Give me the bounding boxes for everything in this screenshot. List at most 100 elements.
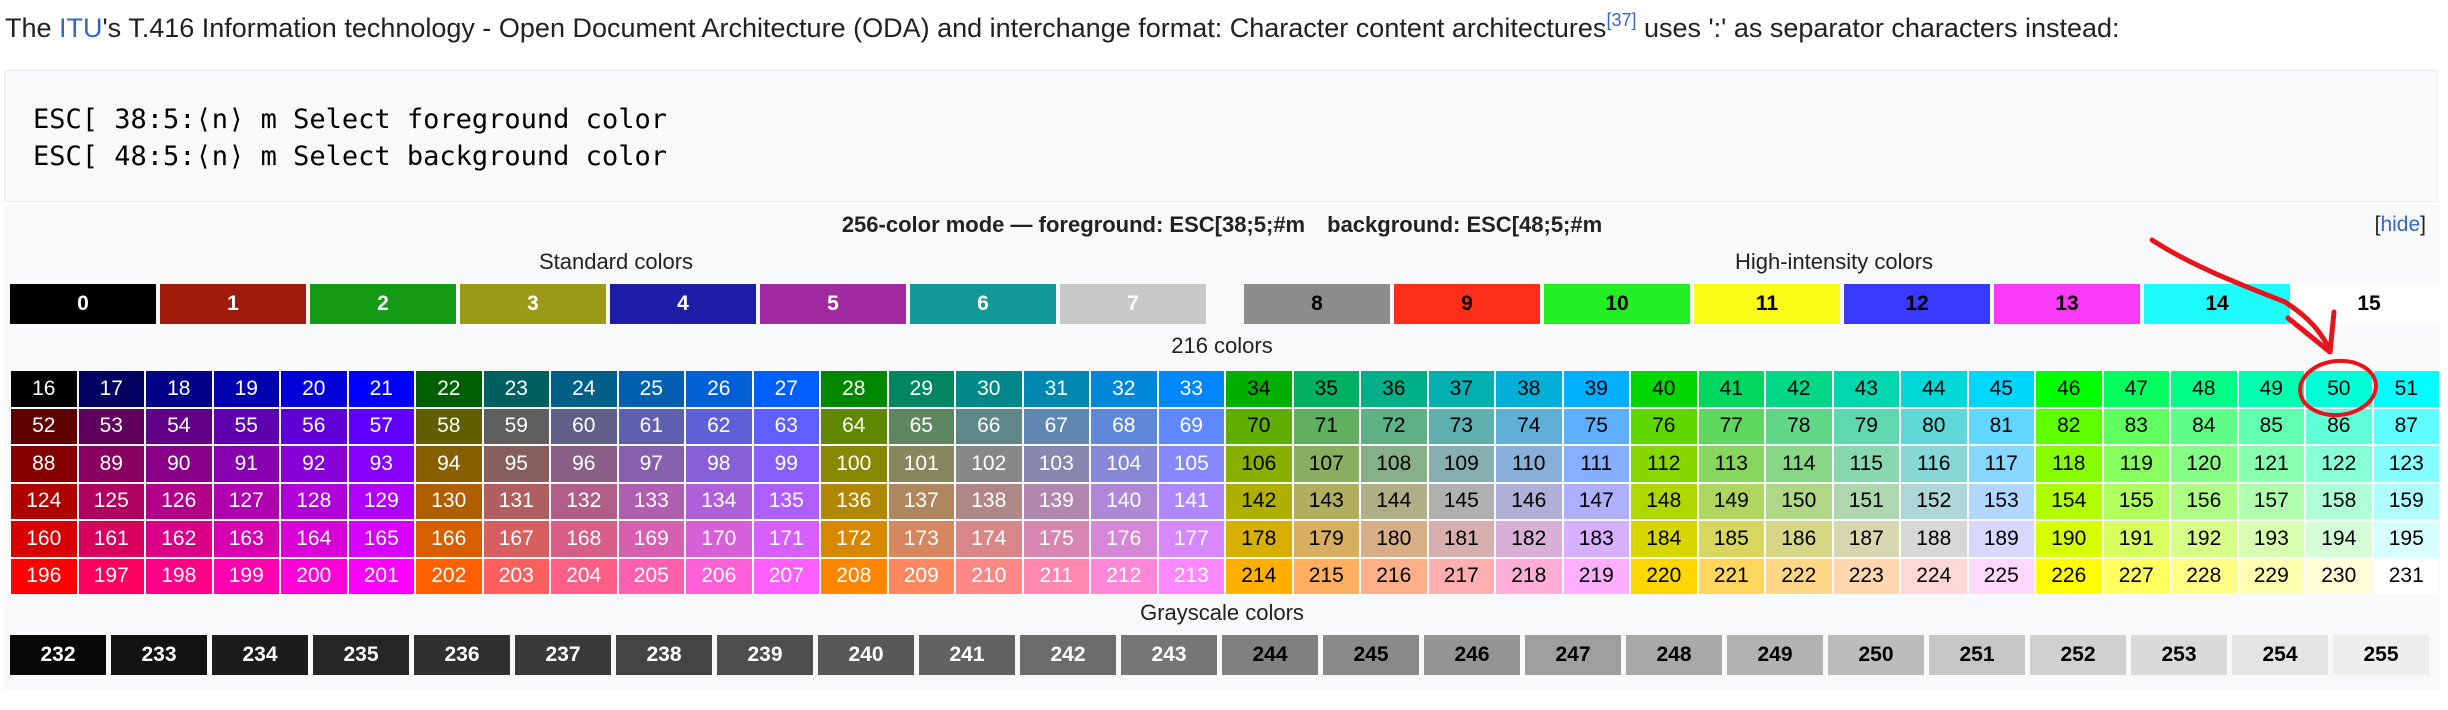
cube-color-131: 131 xyxy=(482,482,550,520)
cube-color-175: 175 xyxy=(1022,520,1090,558)
cube-color-200: 200 xyxy=(280,557,348,595)
cube-color-168: 168 xyxy=(550,520,618,558)
cube-color-48: 48 xyxy=(2170,370,2238,408)
cube-color-145: 145 xyxy=(1427,482,1495,520)
cube-color-226: 226 xyxy=(2035,557,2103,595)
standard-color-5: 5 xyxy=(760,284,906,324)
cube-color-197: 197 xyxy=(77,557,145,595)
itu-link[interactable]: ITU xyxy=(59,13,103,43)
cube-color-124: 124 xyxy=(10,482,78,520)
cube-color-64: 64 xyxy=(820,407,888,445)
cube-color-179: 179 xyxy=(1292,520,1360,558)
cube-color-51: 51 xyxy=(2372,370,2440,408)
cube-color-157: 157 xyxy=(2237,482,2305,520)
cube-color-166: 166 xyxy=(415,520,483,558)
cube-color-107: 107 xyxy=(1292,445,1360,483)
cube-color-215: 215 xyxy=(1292,557,1360,595)
cube-color-106: 106 xyxy=(1225,445,1293,483)
cube-color-26: 26 xyxy=(685,370,753,408)
cube-color-214: 214 xyxy=(1225,557,1293,595)
cube-color-16: 16 xyxy=(10,370,78,408)
cube-color-184: 184 xyxy=(1630,520,1698,558)
cube-color-155: 155 xyxy=(2102,482,2170,520)
cube-color-93: 93 xyxy=(347,445,415,483)
cube-color-213: 213 xyxy=(1157,557,1225,595)
cube-color-111: 111 xyxy=(1562,445,1630,483)
standard-color-7: 7 xyxy=(1060,284,1206,324)
cube-color-211: 211 xyxy=(1022,557,1090,595)
cube-color-152: 152 xyxy=(1900,482,1968,520)
high-intensity-colors-label: High-intensity colors xyxy=(1734,249,1934,274)
cube-color-158: 158 xyxy=(2305,482,2373,520)
cube-color-56: 56 xyxy=(280,407,348,445)
standard-color-3: 3 xyxy=(460,284,606,324)
cube-color-36: 36 xyxy=(1360,370,1428,408)
cube-color-189: 189 xyxy=(1967,520,2035,558)
cube-color-86: 86 xyxy=(2305,407,2373,445)
cube-color-103: 103 xyxy=(1022,445,1090,483)
cube-color-169: 169 xyxy=(617,520,685,558)
cube-color-194: 194 xyxy=(2305,520,2373,558)
cube-color-98: 98 xyxy=(685,445,753,483)
cube-color-32: 32 xyxy=(1090,370,1158,408)
cube-color-185: 185 xyxy=(1697,520,1765,558)
cube-color-134: 134 xyxy=(685,482,753,520)
cube-color-231: 231 xyxy=(2372,557,2440,595)
cube-color-205: 205 xyxy=(617,557,685,595)
cube-color-222: 222 xyxy=(1765,557,1833,595)
high-color-8: 8 xyxy=(1244,284,1390,324)
cube-color-224: 224 xyxy=(1900,557,1968,595)
cube-color-66: 66 xyxy=(955,407,1023,445)
cube-color-190: 190 xyxy=(2035,520,2103,558)
cube-color-164: 164 xyxy=(280,520,348,558)
cube-color-42: 42 xyxy=(1765,370,1833,408)
cube-color-198: 198 xyxy=(145,557,213,595)
cube-color-193: 193 xyxy=(2237,520,2305,558)
cube-color-186: 186 xyxy=(1765,520,1833,558)
grayscale-row: 232 233 234 235 236 237 238 239 240 241 242 243 244 2… xyxy=(10,635,2429,675)
grayscale-color-250: 250 xyxy=(1828,635,1924,675)
cube-color-97: 97 xyxy=(617,445,685,483)
cube-color-188: 188 xyxy=(1900,520,1968,558)
grayscale-color-241: 241 xyxy=(919,635,1015,675)
cube-color-24: 24 xyxy=(550,370,618,408)
high-color-11: 11 xyxy=(1694,284,1840,324)
cube-color-67: 67 xyxy=(1022,407,1090,445)
cube-color-60: 60 xyxy=(550,407,618,445)
intro-paragraph: The ITU's T.416 Information technology -… xyxy=(5,10,2120,46)
grayscale-color-239: 239 xyxy=(717,635,813,675)
cube-color-23: 23 xyxy=(482,370,550,408)
cube-color-34: 34 xyxy=(1225,370,1293,408)
cube-color-88: 88 xyxy=(10,445,78,483)
cube-color-170: 170 xyxy=(685,520,753,558)
grayscale-color-234: 234 xyxy=(212,635,308,675)
grayscale-color-248: 248 xyxy=(1626,635,1722,675)
cube-color-127: 127 xyxy=(212,482,280,520)
cube-color-61: 61 xyxy=(617,407,685,445)
cube-color-99: 99 xyxy=(752,445,820,483)
cube-color-162: 162 xyxy=(145,520,213,558)
cube-color-144: 144 xyxy=(1360,482,1428,520)
grayscale-color-252: 252 xyxy=(2030,635,2126,675)
reference-37-link[interactable]: [37] xyxy=(1606,10,1637,30)
cube-color-69: 69 xyxy=(1157,407,1225,445)
cube-color-52: 52 xyxy=(10,407,78,445)
standard-color-2: 2 xyxy=(310,284,456,324)
intro-middle: 's T.416 Information technology - Open D… xyxy=(102,13,1607,43)
standard-color-4: 4 xyxy=(610,284,756,324)
hide-link[interactable]: hide xyxy=(2380,213,2421,236)
cube-color-199: 199 xyxy=(212,557,280,595)
color-table: 256-color mode — foreground: ESC[38;5;#m… xyxy=(4,205,2444,690)
grayscale-color-236: 236 xyxy=(414,635,510,675)
cube-color-87: 87 xyxy=(2372,407,2440,445)
grayscale-color-243: 243 xyxy=(1121,635,1217,675)
cube-color-35: 35 xyxy=(1292,370,1360,408)
cube-color-63: 63 xyxy=(752,407,820,445)
grayscale-color-253: 253 xyxy=(2131,635,2227,675)
cube-color-37: 37 xyxy=(1427,370,1495,408)
grayscale-color-238: 238 xyxy=(616,635,712,675)
cube-color-173: 173 xyxy=(887,520,955,558)
cube-color-85: 85 xyxy=(2237,407,2305,445)
cube-color-201: 201 xyxy=(347,557,415,595)
